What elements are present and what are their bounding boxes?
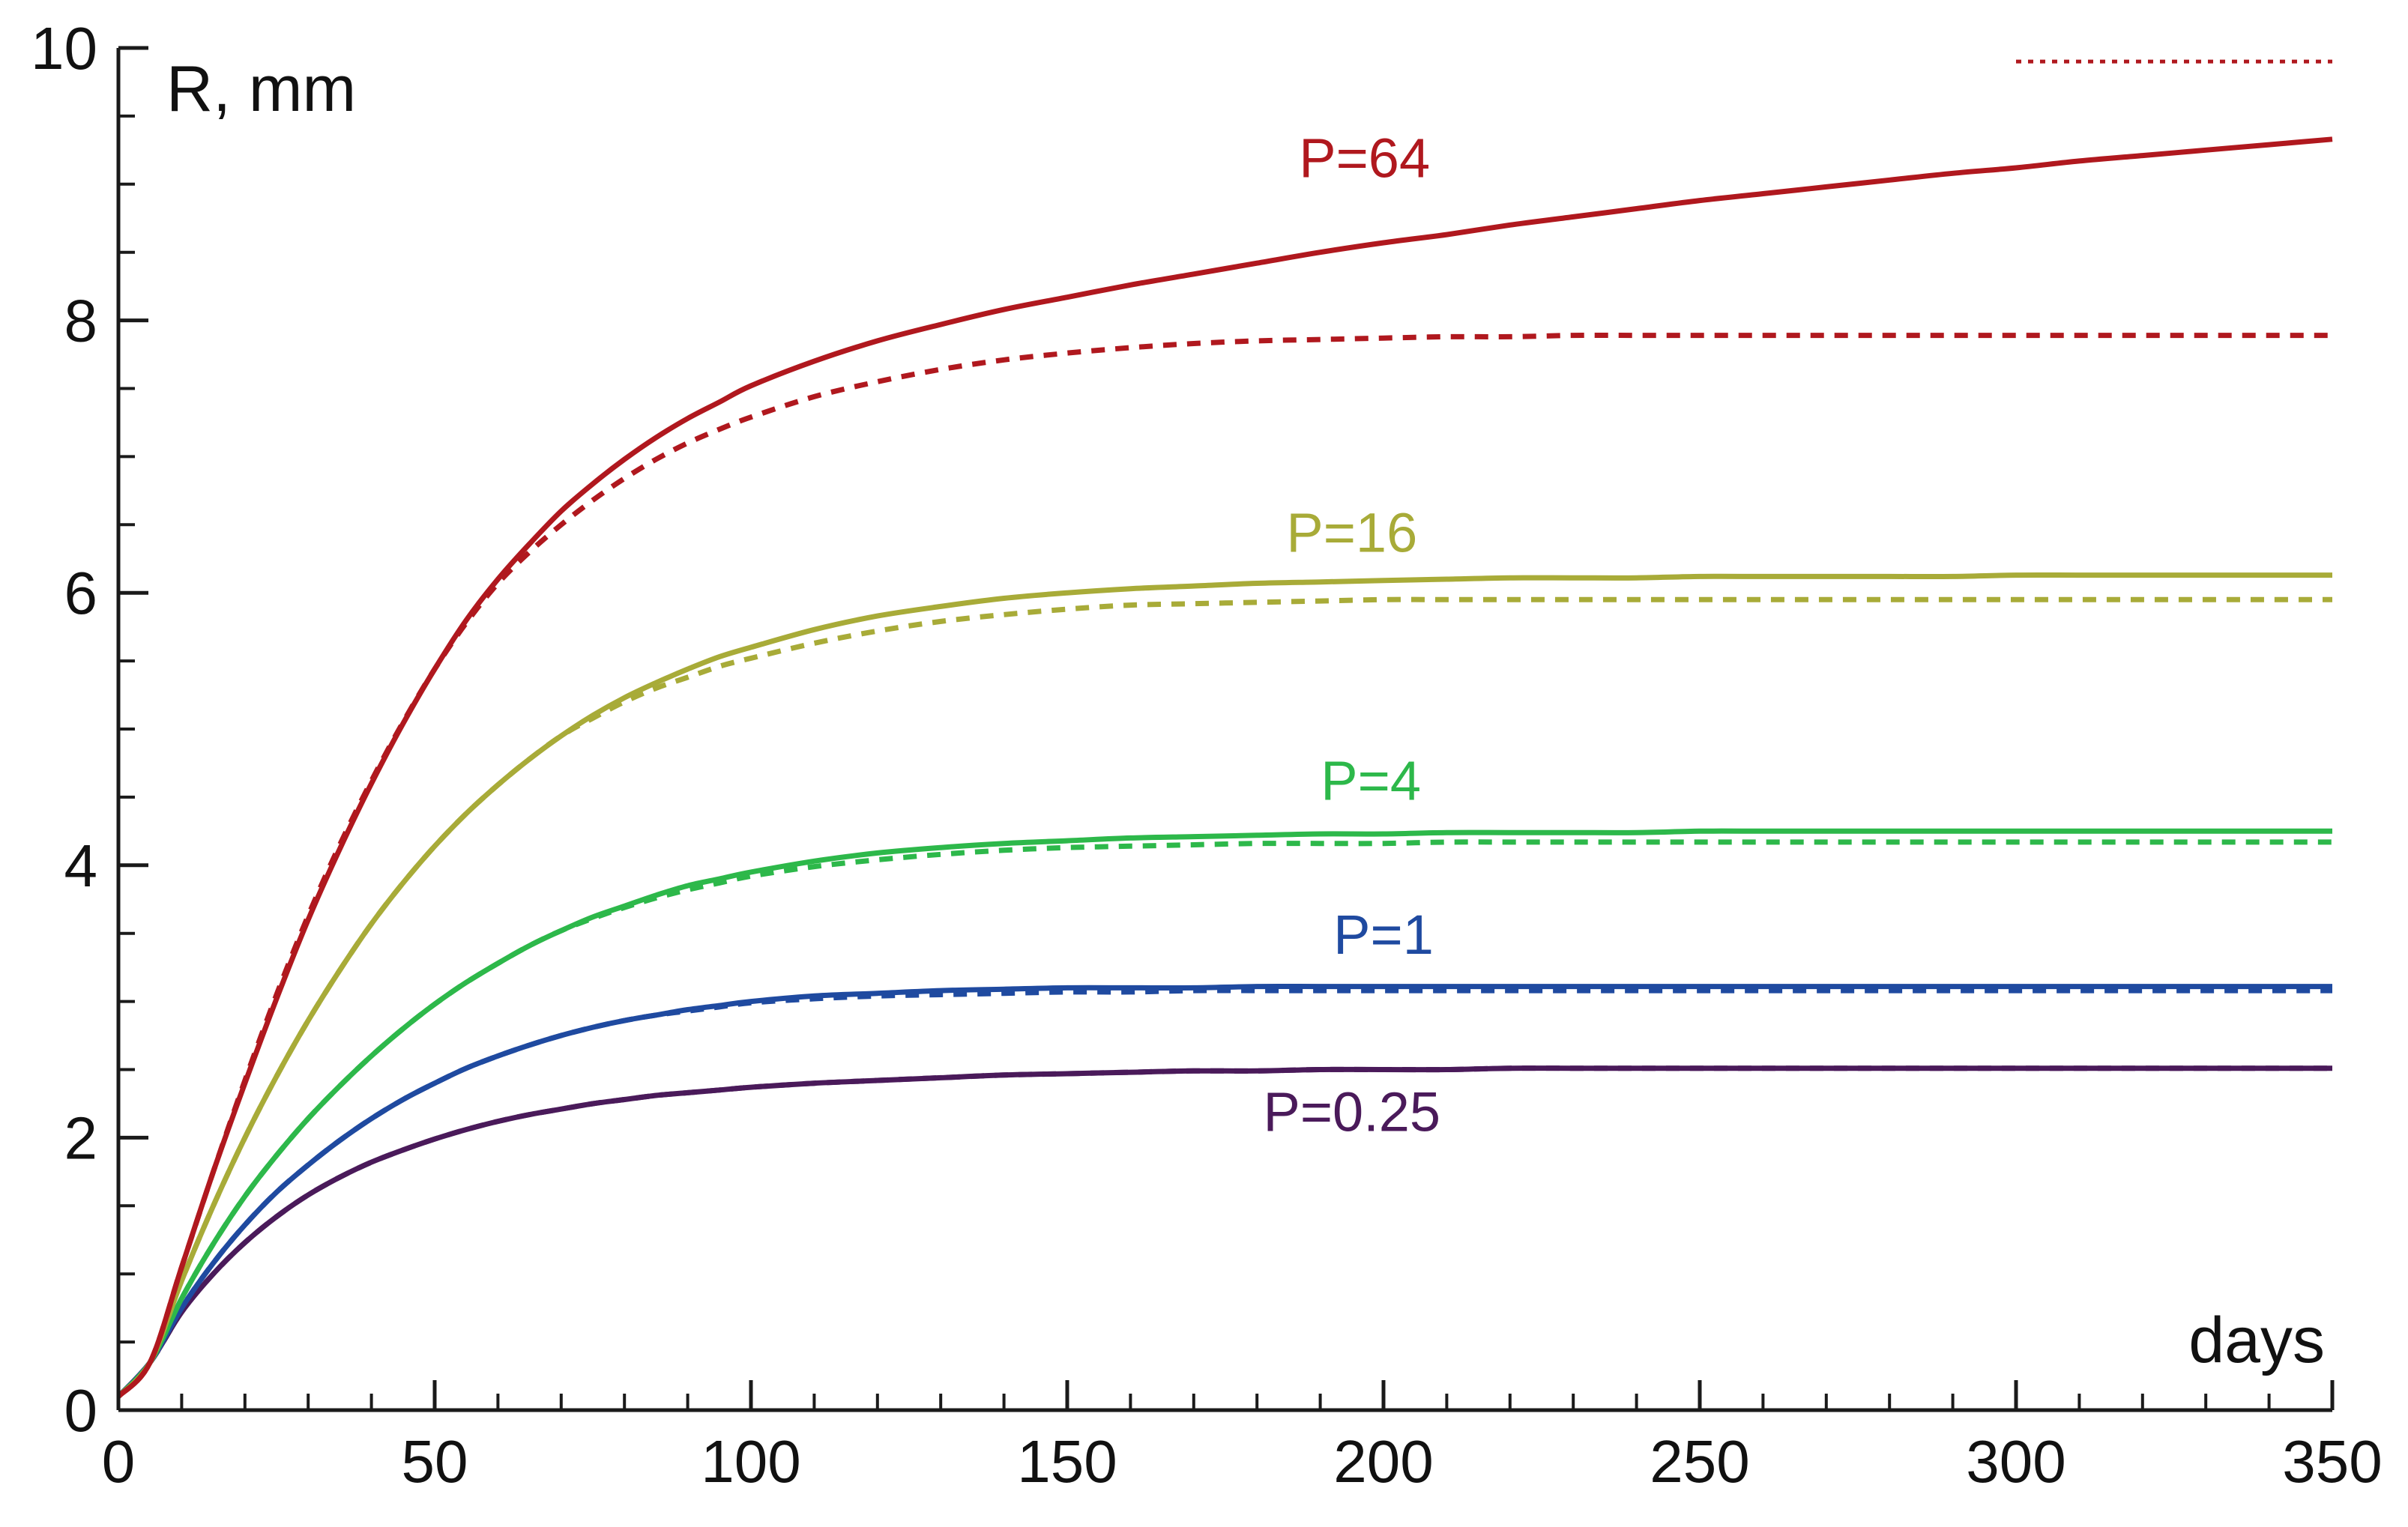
y-tick-label: 0 bbox=[64, 1377, 98, 1444]
series-label-p-64: P=64 bbox=[1299, 127, 1430, 190]
series-label-p-16: P=16 bbox=[1286, 502, 1417, 564]
series-label-p-0-25: P=0.25 bbox=[1263, 1080, 1440, 1143]
y-axis-title: R, mm bbox=[166, 53, 356, 125]
series-label-p-4: P=4 bbox=[1321, 750, 1421, 812]
tick-labels: 0 50 100 150 200 250 300 350 0 2 4 6 8 10 bbox=[31, 15, 2383, 1495]
y-tick-label: 4 bbox=[64, 832, 98, 899]
x-tick-label: 0 bbox=[102, 1428, 136, 1495]
series-p-0-25-dashed-line bbox=[116, 1065, 2332, 1399]
minor-ticks bbox=[118, 114, 2271, 1410]
axes bbox=[116, 48, 2332, 1412]
series-p-1-solid-line bbox=[116, 983, 2332, 1399]
series-p-4-dashed-line bbox=[116, 839, 2332, 1399]
y-tick-label: 10 bbox=[31, 15, 97, 82]
x-tick-label: 250 bbox=[1650, 1428, 1749, 1495]
series-p-16-solid-line bbox=[116, 572, 2332, 1399]
x-tick-label: 100 bbox=[701, 1428, 800, 1495]
x-tick-label: 200 bbox=[1333, 1428, 1433, 1495]
series-labels: P=0.25 P=1 P=4 P=16 P=64 bbox=[1263, 127, 1440, 1143]
x-tick-label: 50 bbox=[402, 1428, 468, 1495]
series-p-64-solid-line bbox=[116, 136, 2333, 1399]
series-p-4-solid-line bbox=[116, 828, 2332, 1399]
series-p-0-25-solid-line bbox=[116, 1065, 2332, 1399]
series-p-64-dashed-line bbox=[116, 332, 2332, 1399]
major-ticks bbox=[116, 46, 2335, 1412]
x-tick-label: 300 bbox=[1966, 1428, 2065, 1495]
y-tick-label: 8 bbox=[64, 288, 98, 354]
y-tick-label: 2 bbox=[64, 1104, 98, 1171]
y-tick-label: 6 bbox=[64, 560, 98, 626]
x-tick-label: 350 bbox=[2282, 1428, 2382, 1495]
x-axis-title: days bbox=[2188, 1304, 2325, 1376]
series-label-p-1: P=1 bbox=[1333, 904, 1434, 966]
x-tick-label: 150 bbox=[1017, 1428, 1117, 1495]
series-p-1-dashed-line bbox=[116, 988, 2332, 1399]
series-lines bbox=[116, 59, 2333, 1399]
series-p-16-dashed-line bbox=[116, 596, 2332, 1399]
